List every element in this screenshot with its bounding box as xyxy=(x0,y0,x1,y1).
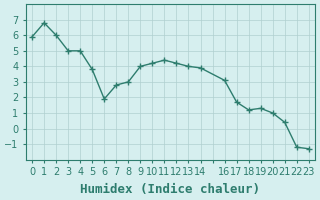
X-axis label: Humidex (Indice chaleur): Humidex (Indice chaleur) xyxy=(80,183,260,196)
